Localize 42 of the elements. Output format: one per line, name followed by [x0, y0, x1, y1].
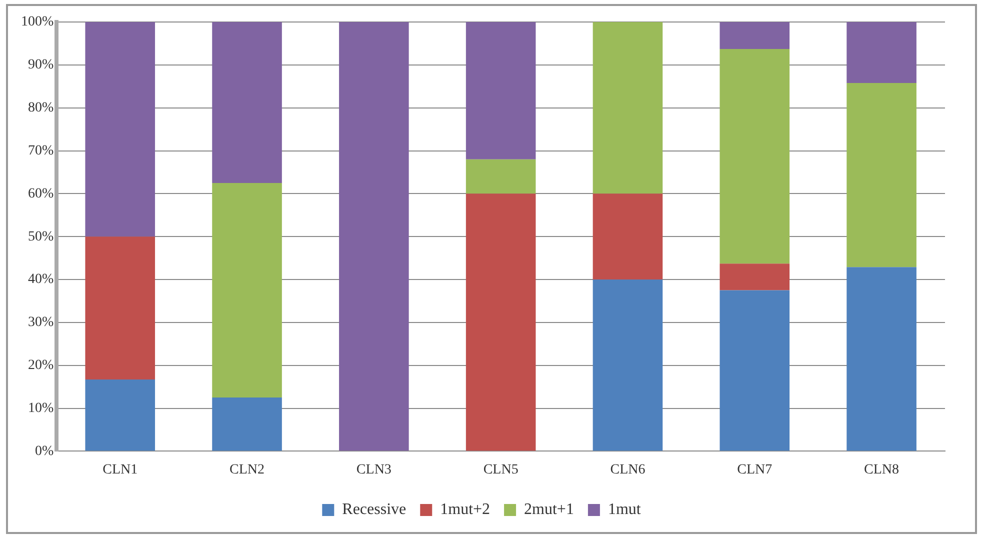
bar [466, 159, 536, 194]
y-tick-label: 60% [28, 186, 54, 202]
legend-label: 1mut [608, 501, 642, 518]
bar [592, 194, 663, 280]
bar [212, 182, 282, 398]
bar [846, 267, 916, 451]
bar [592, 280, 663, 451]
y-tick-label: 50% [28, 229, 54, 244]
bar [339, 22, 409, 451]
x-tick-label: CLN1 [102, 462, 138, 478]
x-tick-label: CLN2 [230, 462, 265, 478]
legend-label: 2mut+1 [524, 501, 574, 518]
y-tick-label: 20% [28, 358, 54, 374]
y-tick-label: 10% [28, 400, 54, 416]
y-tick-label: 100% [20, 14, 54, 30]
y-tick-label: 30% [28, 315, 54, 330]
bar [720, 290, 790, 451]
legend-label: Recessive [342, 501, 406, 518]
bar [846, 22, 916, 83]
bar [466, 22, 536, 160]
y-tick-label: 70% [28, 143, 54, 158]
bar [720, 264, 790, 290]
y-tick-label: 0% [34, 444, 54, 459]
y-tick-label: 90% [28, 58, 54, 73]
bar [592, 22, 663, 194]
x-tick-label: CLN6 [610, 462, 646, 478]
y-tick-label: 40% [28, 272, 54, 288]
bar [85, 236, 156, 380]
x-tick-label: CLN5 [483, 462, 518, 478]
bar [720, 22, 790, 50]
bar [466, 194, 536, 451]
bar [85, 380, 156, 451]
bar [846, 82, 916, 268]
bar [212, 22, 282, 183]
x-tick-label: CLN7 [737, 462, 772, 478]
legend-label: 1mut+2 [440, 501, 490, 518]
bar [720, 49, 790, 264]
bar [212, 398, 282, 451]
x-tick-label: CLN3 [356, 462, 392, 478]
bar [85, 22, 156, 237]
x-tick-label: CLN8 [864, 462, 900, 478]
y-tick-label: 80% [28, 100, 54, 116]
